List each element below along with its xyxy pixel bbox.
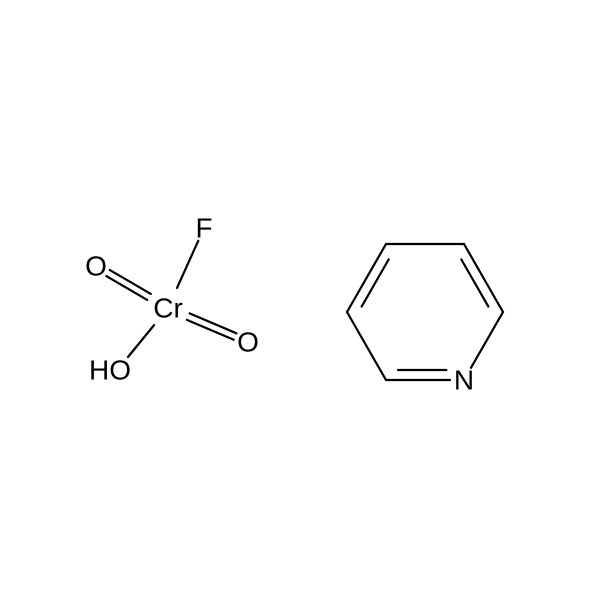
atom-label-f: F <box>195 213 212 244</box>
atom-label-cr: Cr <box>153 293 183 324</box>
atom-label-ho: HO <box>89 355 131 386</box>
atom-label-o1: O <box>85 251 107 282</box>
molecule-diagram: Cr F O O HO N <box>0 0 600 600</box>
atom-label-n: N <box>454 365 474 396</box>
atom-label-o2: O <box>237 327 259 358</box>
